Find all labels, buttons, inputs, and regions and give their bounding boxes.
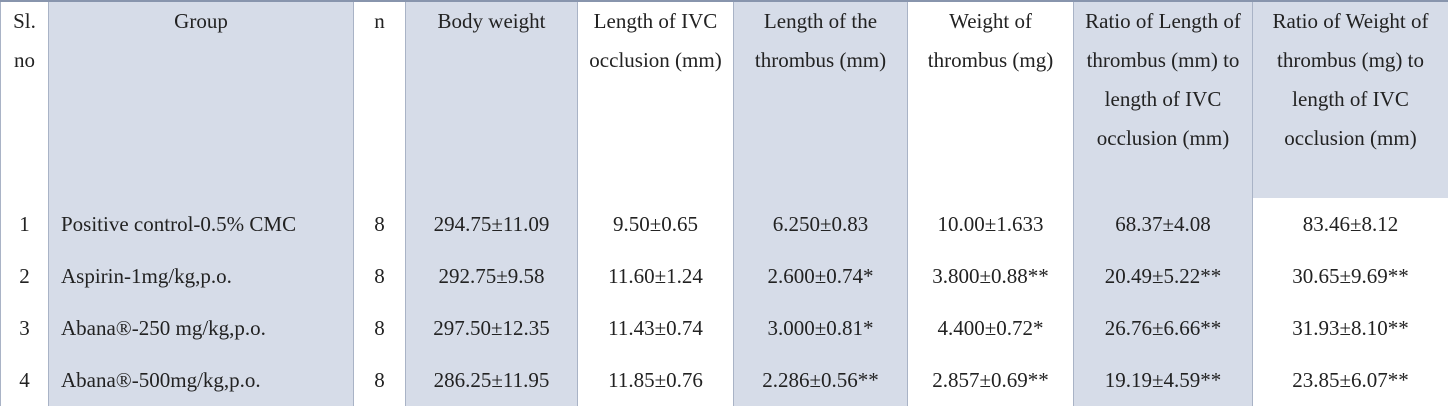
cell: 8 [353,198,406,250]
cell: 8 [353,250,406,302]
cell: 2 [0,250,49,302]
cell: 3.800±0.88** [907,250,1074,302]
header-cell: Group [48,0,354,198]
cell: 3.000±0.81* [733,302,908,354]
cell: 4 [0,354,49,406]
cell: 26.76±6.66** [1073,302,1253,354]
cell: 6.250±0.83 [733,198,908,250]
cell: 31.93±8.10** [1252,302,1448,354]
cell: 11.43±0.74 [577,302,734,354]
table-body: 1 Positive control-0.5% CMC 8 294.75±11.09 9… [0,198,1448,406]
cell: 9.50±0.65 [577,198,734,250]
table-row: 2 Aspirin-1mg/kg,p.o. 8 292.75±9.58 11.60±1.… [0,250,1448,302]
header-cell: Weight of thrombus (mg) [907,0,1074,198]
cell: 19.19±4.59** [1073,354,1253,406]
cell: 8 [353,302,406,354]
cell: 83.46±8.12 [1252,198,1448,250]
header-cell: Ratio of Length of thrombus (mm) to leng… [1073,0,1253,198]
cell: 11.85±0.76 [577,354,734,406]
cell: 30.65±9.69** [1252,250,1448,302]
cell: 292.75±9.58 [405,250,578,302]
cell: 2.600±0.74* [733,250,908,302]
header-cell: Length of IVC occlusion (mm) [577,0,734,198]
header-cell: Sl. no [0,0,49,198]
cell: 3 [0,302,49,354]
header-cell: Ratio of Weight of thrombus (mg) to leng… [1252,0,1448,198]
cell: Aspirin-1mg/kg,p.o. [48,250,354,302]
cell: 1 [0,198,49,250]
cell: 2.857±0.69** [907,354,1074,406]
cell: 23.85±6.07** [1252,354,1448,406]
cell: Abana®-250 mg/kg,p.o. [48,302,354,354]
cell: 2.286±0.56** [733,354,908,406]
table-row: 1 Positive control-0.5% CMC 8 294.75±11.09 9… [0,198,1448,250]
cell: 11.60±1.24 [577,250,734,302]
header-cell: Body weight [405,0,578,198]
cell: 294.75±11.09 [405,198,578,250]
cell: 10.00±1.633 [907,198,1074,250]
cell: 4.400±0.72* [907,302,1074,354]
cell: 68.37±4.08 [1073,198,1253,250]
table-row: 4 Abana®-500mg/kg,p.o. 8 286.25±11.95 11.85±… [0,354,1448,406]
cell: 20.49±5.22** [1073,250,1253,302]
table-row: 3 Abana®-250 mg/kg,p.o. 8 297.50±12.35 11.43… [0,302,1448,354]
cell: 8 [353,354,406,406]
header-cell: n [353,0,406,198]
cell: 297.50±12.35 [405,302,578,354]
cell: Abana®-500mg/kg,p.o. [48,354,354,406]
cell: 286.25±11.95 [405,354,578,406]
header-cell: Length of the thrombus (mm) [733,0,908,198]
cell: Positive control-0.5% CMC [48,198,354,250]
header-row: Sl. no Group n Body weight Length of IVC occ… [0,0,1448,198]
